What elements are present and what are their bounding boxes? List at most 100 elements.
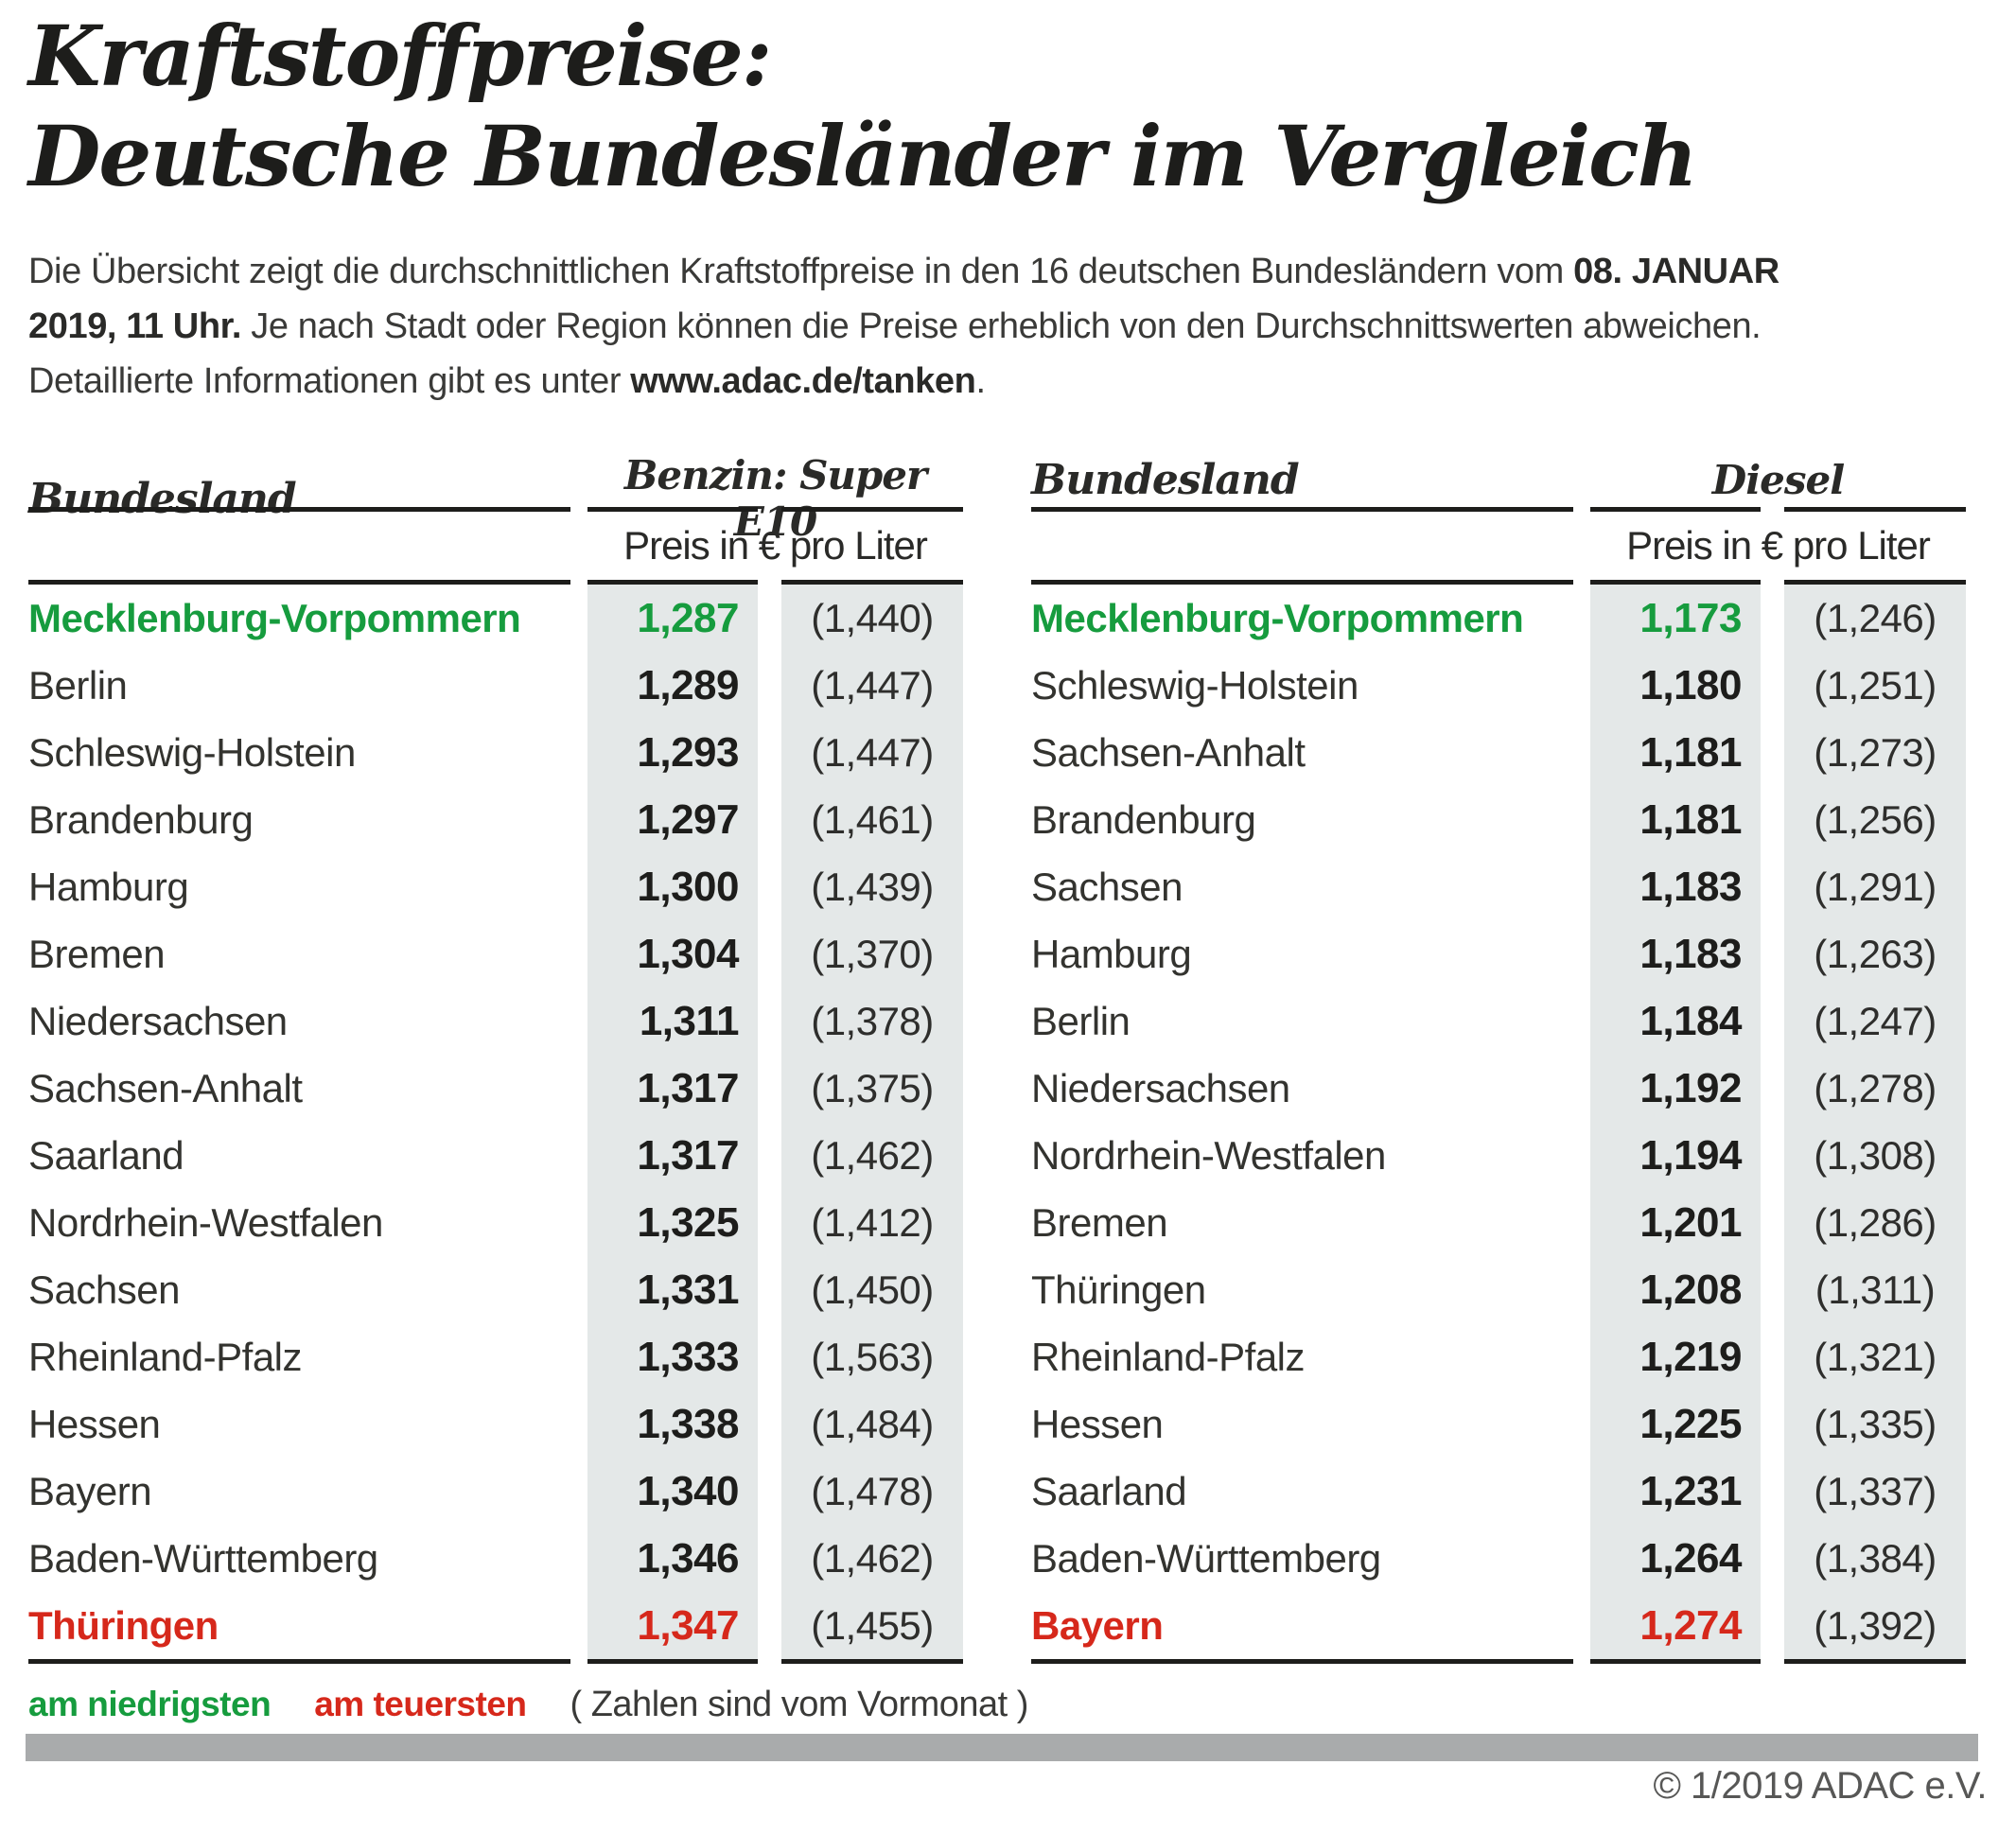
previous-month-price: (1,321) (1784, 1323, 1966, 1390)
table-row: Hamburg 1,300 (1,439) (28, 853, 963, 920)
diesel-table-header: Bundesland Diesel (1031, 452, 1966, 507)
previous-month-price: (1,251) (1784, 652, 1966, 719)
state-name: Sachsen-Anhalt (28, 1065, 303, 1110)
state-name: Sachsen-Anhalt (1031, 729, 1306, 775)
legend-lowest: am niedrigsten (28, 1685, 272, 1723)
previous-month-price: (1,337) (1784, 1458, 1966, 1525)
previous-month-price: (1,484) (781, 1390, 963, 1458)
current-price: 1,300 (587, 853, 758, 920)
table-row: Saarland 1,317 (1,462) (28, 1122, 963, 1189)
previous-month-price: (1,335) (1784, 1390, 1966, 1458)
table-row: Rheinland-Pfalz 1,333 (1,563) (28, 1323, 963, 1390)
table-row: Hamburg 1,183 (1,263) (1031, 920, 1966, 987)
table-row: Bremen 1,201 (1,286) (1031, 1189, 1966, 1256)
diesel-table: Bundesland Diesel Preis in € pro Liter M… (1031, 452, 1966, 1664)
copyright: © 1/2019 ADAC e.V. (1653, 1765, 1987, 1807)
table-row: Brandenburg 1,297 (1,461) (28, 786, 963, 853)
current-price: 1,317 (587, 1122, 758, 1189)
state-name: Bremen (1031, 1199, 1168, 1245)
state-name: Berlin (28, 662, 128, 708)
intro-text: Die Übersicht zeigt die durchschnittlich… (28, 244, 1991, 409)
subheader-rule (1031, 580, 1966, 585)
state-name: Sachsen (28, 1267, 180, 1312)
state-name: Rheinland-Pfalz (1031, 1334, 1306, 1379)
legend-highest: am teuersten (314, 1685, 527, 1723)
table-row: Rheinland-Pfalz 1,219 (1,321) (1031, 1323, 1966, 1390)
state-name: Saarland (1031, 1468, 1187, 1513)
current-price: 1,347 (587, 1592, 758, 1659)
current-price: 1,225 (1590, 1390, 1761, 1458)
state-name: Niedersachsen (28, 998, 288, 1043)
current-price: 1,201 (1590, 1189, 1761, 1256)
previous-month-price: (1,273) (1784, 719, 1966, 786)
table-row: Sachsen-Anhalt 1,317 (1,375) (28, 1055, 963, 1122)
previous-month-price: (1,378) (781, 987, 963, 1055)
table-row: Sachsen 1,331 (1,450) (28, 1256, 963, 1323)
table-row: Mecklenburg-Vorpommern 1,173 (1,246) (1031, 585, 1966, 652)
current-price: 1,274 (1590, 1592, 1761, 1659)
state-name: Thüringen (28, 1602, 219, 1648)
current-price: 1,317 (587, 1055, 758, 1122)
bottom-bar (26, 1734, 1978, 1761)
title-line-1: Kraftstoffpreise: (28, 7, 772, 105)
table-row: Mecklenburg-Vorpommern 1,287 (1,440) (28, 585, 963, 652)
table-row: Baden-Württemberg 1,264 (1,384) (1031, 1525, 1966, 1592)
current-price: 1,333 (587, 1323, 758, 1390)
state-name: Hessen (28, 1401, 161, 1446)
intro-line3-regular: Detaillierte Informationen gibt es unter (28, 361, 631, 401)
previous-month-price: (1,447) (781, 719, 963, 786)
state-name: Saarland (28, 1132, 184, 1178)
state-name: Baden-Württemberg (28, 1535, 378, 1581)
state-name: Brandenburg (28, 796, 254, 842)
previous-month-price: (1,311) (1784, 1256, 1966, 1323)
current-price: 1,289 (587, 652, 758, 719)
intro-url-bold: www.adac.de/tanken (630, 361, 976, 401)
previous-month-price: (1,439) (781, 853, 963, 920)
table-row: Bayern 1,274 (1,392) (1031, 1592, 1966, 1659)
benzin-unit-row: Preis in € pro Liter (28, 512, 963, 580)
state-name: Baden-Württemberg (1031, 1535, 1381, 1581)
table-row: Thüringen 1,208 (1,311) (1031, 1256, 1966, 1323)
current-price: 1,311 (587, 987, 758, 1055)
current-price: 1,219 (1590, 1323, 1761, 1390)
previous-month-price: (1,455) (781, 1592, 963, 1659)
previous-month-price: (1,308) (1784, 1122, 1966, 1189)
table-row: Schleswig-Holstein 1,293 (1,447) (28, 719, 963, 786)
intro-line3-period: . (975, 361, 986, 401)
state-name: Hamburg (1031, 931, 1192, 976)
state-name: Schleswig-Holstein (1031, 662, 1359, 708)
previous-month-price: (1,478) (781, 1458, 963, 1525)
previous-month-price: (1,263) (1784, 920, 1966, 987)
current-price: 1,231 (1590, 1458, 1761, 1525)
previous-month-price: (1,412) (781, 1189, 963, 1256)
intro-line2-regular: Je nach Stadt oder Region können die Pre… (241, 306, 1762, 346)
table-row: Berlin 1,184 (1,247) (1031, 987, 1966, 1055)
table-row: Saarland 1,231 (1,337) (1031, 1458, 1966, 1525)
state-name: Nordrhein-Westfalen (28, 1199, 383, 1245)
previous-month-price: (1,450) (781, 1256, 963, 1323)
header-rule (1031, 507, 1966, 512)
table-row: Brandenburg 1,181 (1,256) (1031, 786, 1966, 853)
table-row: Niedersachsen 1,311 (1,378) (28, 987, 963, 1055)
intro-time-bold: 2019, 11 Uhr. (28, 306, 242, 346)
table-row: Baden-Württemberg 1,346 (1,462) (28, 1525, 963, 1592)
previous-month-price: (1,370) (781, 920, 963, 987)
current-price: 1,181 (1590, 719, 1761, 786)
state-name: Berlin (1031, 998, 1131, 1043)
current-price: 1,304 (587, 920, 758, 987)
current-price: 1,287 (587, 585, 758, 652)
current-price: 1,331 (587, 1256, 758, 1323)
state-name: Hessen (1031, 1401, 1164, 1446)
table-row: Berlin 1,289 (1,447) (28, 652, 963, 719)
benzin-col-header-bundesland: Bundesland (28, 474, 297, 523)
state-name: Mecklenburg-Vorpommern (1031, 595, 1524, 640)
previous-month-price: (1,375) (781, 1055, 963, 1122)
legend-note: ( Zahlen sind vom Vormonat ) (570, 1685, 1029, 1724)
table-row: Sachsen-Anhalt 1,181 (1,273) (1031, 719, 1966, 786)
state-name: Bremen (28, 931, 166, 976)
table-row: Thüringen 1,347 (1,455) (28, 1592, 963, 1659)
current-price: 1,338 (587, 1390, 758, 1458)
benzin-rows: Mecklenburg-Vorpommern 1,287 (1,440) Ber… (28, 585, 963, 1659)
state-name: Brandenburg (1031, 796, 1256, 842)
